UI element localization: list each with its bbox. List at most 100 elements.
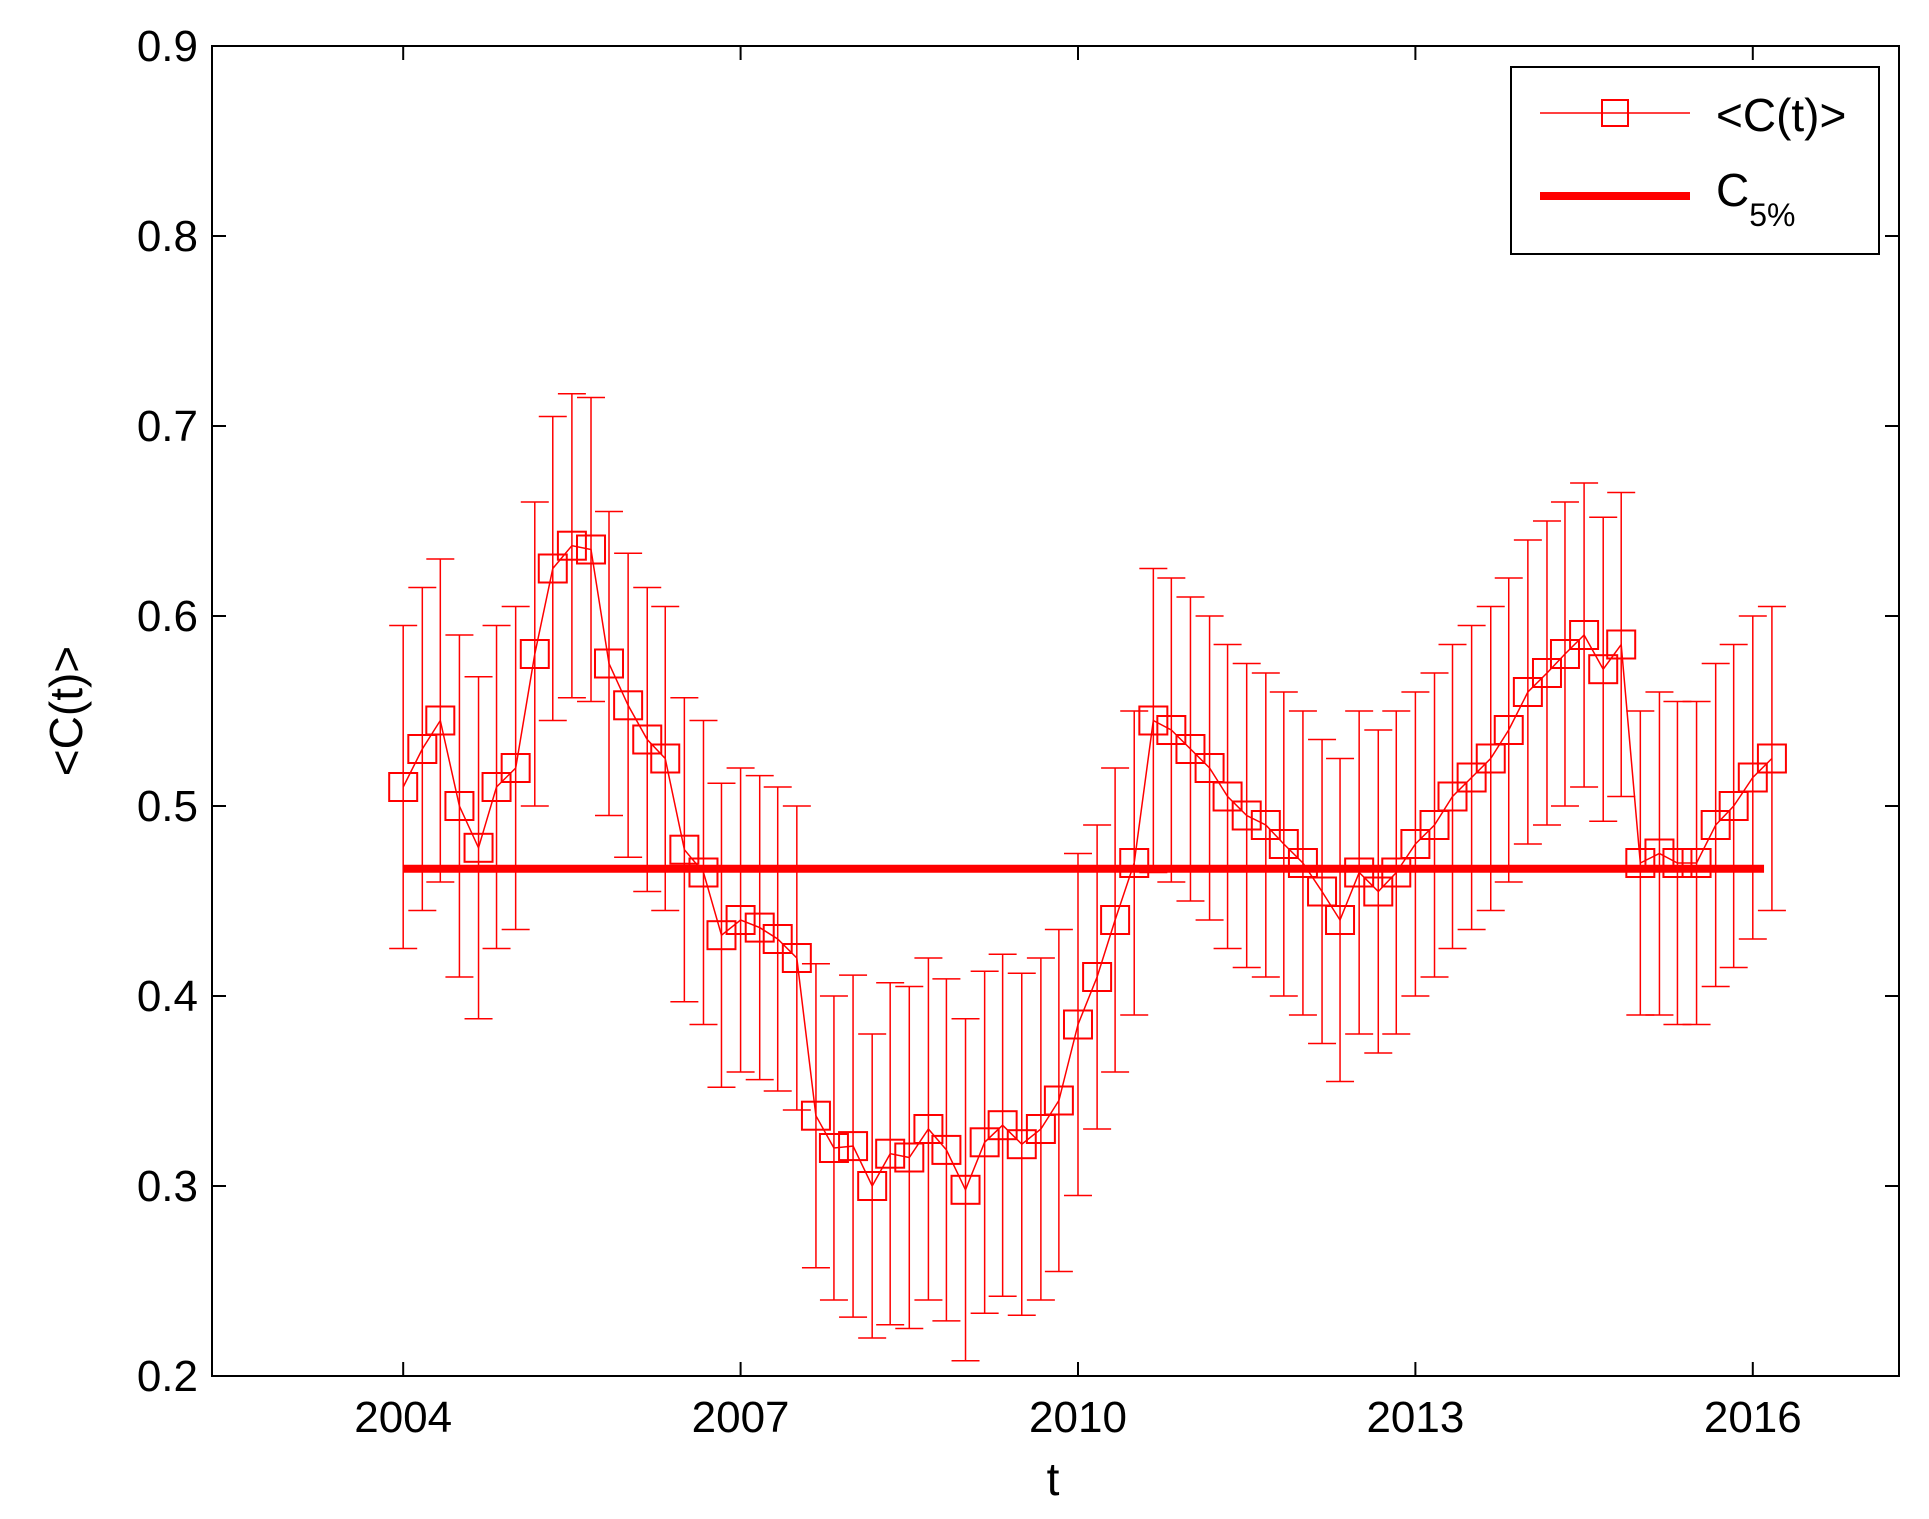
data-point [1250,810,1281,840]
data-point [1043,1085,1074,1116]
data-point [1082,962,1113,992]
x-axis-label: t [1047,1453,1060,1505]
data-point [1119,848,1150,878]
data-point [1100,905,1131,935]
data-point [632,724,663,755]
y-axis-label: <C(t)> [40,646,92,776]
data-point [706,920,737,951]
data-point [913,1114,944,1144]
data-point [1025,1114,1056,1144]
legend-series-label: <C(t)> [1716,89,1846,141]
data-point [725,905,756,935]
y-tick-label: 0.6 [137,592,198,641]
data-point [407,734,438,764]
y-tick-label: 0.7 [137,402,198,451]
data-point [500,753,531,783]
axes-layer: 2004 2007 2010 2013 2016 0.2 0.3 0.4 0.5 0.6 0.7 0.… [137,22,1899,1442]
data-point [931,1134,962,1165]
data-point [1588,654,1619,685]
plot-frame [211,45,1900,1377]
data-point [650,743,681,774]
data-point [1268,829,1299,859]
legend-threshold-label: C5% [1716,164,1795,233]
x-tick-label: 2007 [692,1393,790,1442]
data-point [1325,905,1356,935]
data-point [1681,848,1712,878]
data-point [1549,639,1580,669]
data-point [1437,781,1468,812]
y-tick-label: 0.9 [137,22,198,71]
data-layer [388,392,1787,1362]
data-point [1138,705,1169,736]
data-point [762,924,793,954]
data-point [1400,829,1431,859]
data-point [1062,1009,1093,1040]
data-point [1475,743,1506,774]
data-point [1531,658,1562,688]
data-point [1737,762,1768,793]
data-point [1456,762,1487,793]
legend-threshold-subscript: 5% [1749,197,1795,233]
data-point [1344,857,1375,888]
series-line [402,544,1773,1192]
data-point [1307,876,1338,907]
y-tick-label: 0.8 [137,212,198,261]
data-point [1625,848,1656,878]
x-tick-label: 2016 [1704,1393,1802,1442]
data-point [875,1138,906,1169]
data-point [838,1131,869,1162]
x-tick-label: 2004 [354,1393,452,1442]
data-point [781,943,812,973]
legend-series-marker [1601,99,1629,127]
data-point [950,1174,981,1205]
data-point [1194,753,1225,783]
y-tick-label: 0.5 [137,782,198,831]
data-point [987,1110,1018,1141]
data-point [1175,734,1206,764]
data-point [576,534,607,565]
data-point [800,1100,831,1131]
data-point [818,1133,849,1163]
legend-box [1510,66,1880,255]
data-point [463,832,494,863]
data-point [894,1142,925,1173]
data-point [1569,620,1600,650]
data-point [1231,800,1262,831]
data-point [1756,743,1787,774]
y-tick-label: 0.4 [137,972,198,1021]
x-tick-label: 2010 [1029,1393,1127,1442]
data-point [1606,629,1637,660]
data-point [613,690,644,721]
y-tick-label: 0.2 [137,1352,198,1401]
x-tick-label: 2013 [1366,1393,1464,1442]
data-point [688,857,719,888]
data-point [1700,810,1731,840]
data-point [594,648,625,679]
data-point [1381,857,1412,888]
data-point [969,1127,1000,1158]
y-tick-label: 0.3 [137,1162,198,1211]
plot-area [212,46,1899,1376]
data-point [1363,876,1394,907]
data-point [388,772,419,802]
data-point [444,791,475,821]
data-point [1156,715,1187,745]
data-point [1006,1129,1037,1160]
data-point [481,772,512,802]
legend: <C(t)> C5% [1510,66,1880,255]
data-point [1512,677,1543,707]
data-point [744,912,775,943]
data-point [425,705,456,736]
data-point [1419,810,1450,840]
data-point [537,553,568,584]
data-point [1644,838,1675,869]
data-point [519,639,550,669]
data-point [669,834,700,865]
data-point [1287,848,1318,878]
data-point [857,1171,888,1201]
data-point [1718,791,1749,821]
data-point [556,530,587,561]
data-point [1662,848,1693,878]
legend-threshold-main: C [1716,164,1749,216]
